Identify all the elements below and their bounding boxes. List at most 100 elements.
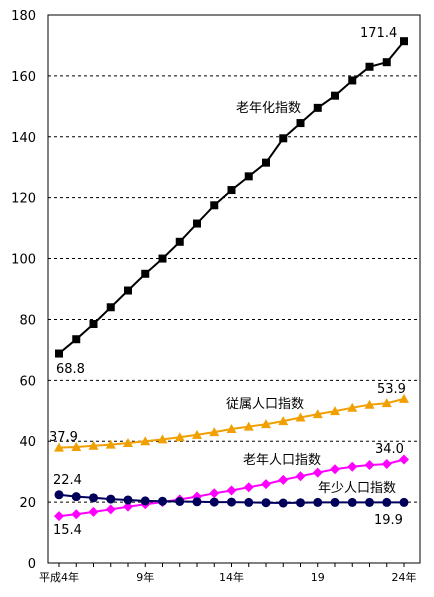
data-point: [382, 497, 392, 507]
end-value-label: 171.4: [360, 26, 397, 41]
data-point: [106, 494, 116, 504]
data-point: [279, 134, 288, 143]
data-point: [347, 461, 358, 472]
axes: [47, 14, 421, 567]
data-point: [227, 186, 236, 195]
data-point: [295, 471, 306, 482]
data-point: [140, 436, 151, 446]
y-tick-label: 80: [19, 313, 36, 328]
data-point: [209, 497, 219, 507]
start-value-label: 37.9: [49, 430, 78, 445]
y-tick-label: 160: [11, 70, 36, 85]
data-point: [71, 442, 82, 452]
series-name-label: 老年化指数: [236, 101, 301, 116]
data-point: [244, 497, 254, 507]
start-value-label: 68.8: [56, 362, 85, 377]
data-point: [54, 511, 64, 522]
data-point: [54, 490, 64, 500]
data-point: [227, 497, 236, 507]
x-tick-label: 19: [311, 571, 325, 584]
data-point: [88, 506, 99, 517]
data-point: [175, 237, 184, 246]
data-point: [123, 438, 133, 448]
data-point: [278, 474, 289, 485]
series-1: [54, 393, 409, 452]
x-axis-ticks: 平成4年 9年 14年 19 24年: [39, 570, 417, 584]
data-point: [192, 497, 202, 507]
y-axis-ticks: 0 20 40 60 80 100 120 140 160 180: [11, 9, 36, 572]
plot-frame: [47, 14, 421, 564]
end-value-label: 34.0: [375, 442, 404, 457]
data-point: [175, 497, 185, 507]
data-point: [278, 498, 288, 508]
data-point: [71, 509, 82, 520]
y-tick-label: 120: [11, 192, 36, 207]
data-point: [55, 349, 63, 358]
series-3: [54, 490, 409, 508]
y-tick-label: 60: [19, 374, 36, 389]
data-point: [312, 467, 323, 478]
gridlines: [48, 75, 420, 503]
x-tick-label: 平成4年: [39, 570, 79, 584]
data-point: [89, 493, 98, 503]
data-point: [331, 91, 339, 100]
data-point: [141, 269, 150, 278]
data-point: [347, 497, 357, 507]
data-point: [381, 459, 392, 470]
data-point: [209, 427, 220, 437]
series-name-label: 老年人口指数: [243, 453, 321, 468]
series-2: [54, 454, 409, 522]
data-point: [399, 497, 409, 507]
y-tick-label: 140: [11, 131, 36, 146]
data-point: [71, 492, 81, 502]
data-point: [226, 485, 237, 496]
data-point: [174, 432, 185, 442]
y-tick-label: 20: [19, 496, 36, 511]
data-point: [140, 496, 150, 506]
data-point: [330, 497, 340, 507]
data-point: [261, 419, 271, 429]
end-value-label: 19.9: [374, 513, 403, 528]
data-point: [54, 442, 64, 452]
data-point: [262, 158, 270, 167]
data-point: [192, 429, 202, 439]
series-group: [54, 37, 409, 522]
data-point: [193, 219, 201, 228]
annotation-labels: 老年化指数 68.8 171.4 従属人口指数 37.9 53.9 老年人口指数 15.4 34…: [49, 26, 406, 538]
data-point: [72, 335, 81, 344]
data-point: [157, 434, 168, 444]
y-tick-label: 100: [11, 253, 36, 268]
data-point: [313, 103, 322, 112]
data-point: [312, 409, 323, 419]
series-name-label: 従属人口指数: [226, 397, 304, 412]
data-point: [381, 398, 392, 408]
data-point: [89, 320, 98, 329]
y-tick-label: 0: [28, 557, 36, 572]
data-point: [399, 454, 409, 465]
data-point: [296, 119, 305, 128]
x-tick-label: 14年: [219, 570, 244, 584]
data-point: [244, 172, 253, 181]
data-point: [382, 58, 391, 67]
data-point: [106, 303, 115, 312]
series-name-label: 年少人口指数: [318, 481, 396, 496]
data-point: [123, 495, 133, 505]
data-point: [364, 399, 375, 409]
data-point: [88, 440, 99, 450]
data-point: [365, 497, 374, 507]
x-tick-label: 24年: [392, 570, 417, 584]
data-point: [209, 488, 220, 499]
data-point: [365, 62, 374, 71]
data-point: [105, 439, 116, 449]
data-point: [243, 482, 254, 493]
series-0: [55, 37, 408, 358]
data-point: [158, 496, 167, 506]
data-point: [261, 498, 271, 508]
data-point: [210, 201, 219, 210]
start-value-label: 15.4: [53, 523, 82, 538]
data-point: [158, 254, 167, 263]
data-point: [295, 412, 306, 422]
data-point: [261, 479, 271, 490]
x-tick-label: 9年: [136, 570, 154, 584]
